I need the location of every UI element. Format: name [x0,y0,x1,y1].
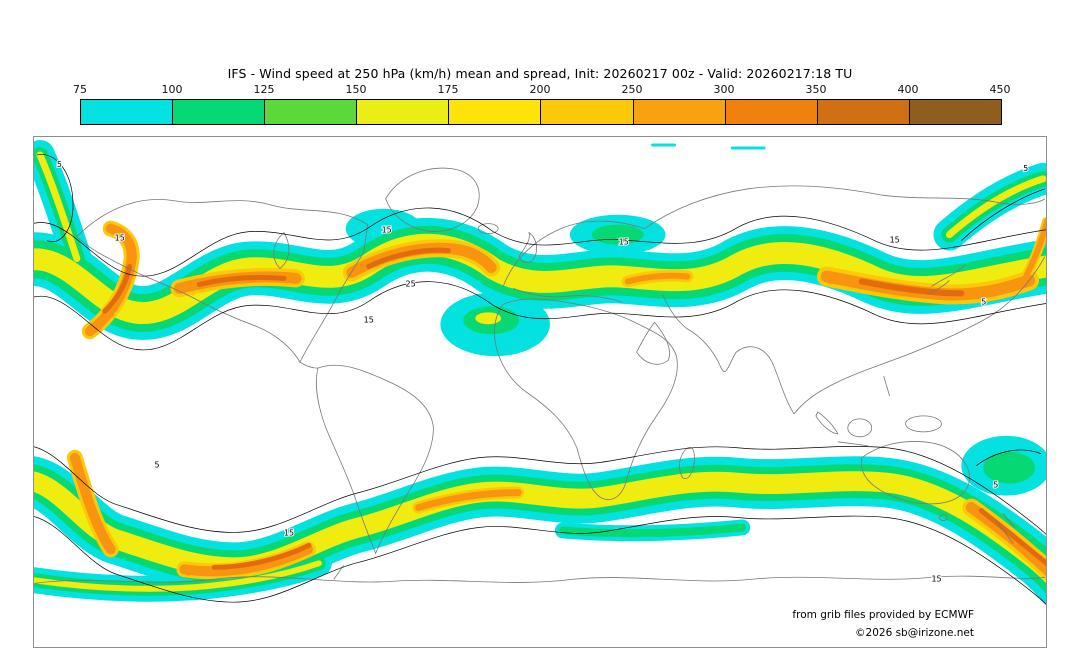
colorbar-segment [81,100,174,124]
colorbar-segment [725,100,818,124]
world-map-svg: 5 15 15 25 15 15 15 5 5 5 15 15 5 [34,139,1046,605]
colorbar-tick: 75 [73,83,87,96]
contour-label: 15 [619,238,629,247]
spread-contours [34,154,1046,605]
contour-label: 15 [931,574,941,583]
colorbar-tick: 450 [989,83,1011,96]
coastlines [34,167,1046,584]
contour-label: 25 [406,279,416,288]
colorbar-tick: 350 [805,83,827,96]
credit-ecmwf: from grib files provided by ECMWF [792,609,974,621]
contour-label: 5 [155,461,160,470]
colorbar-segment [817,100,910,124]
contour-labels: 5 15 15 25 15 15 15 5 5 5 15 15 5 [56,159,1029,584]
contour-label: 15 [382,226,392,235]
contour-label: 5 [1023,164,1028,173]
colorbar-segment [357,100,450,124]
credit-copyright: ©2026 sb@irizone.net [855,627,974,639]
colorbar-segment [909,100,1001,124]
colorbar-tick: 100 [161,83,183,96]
colorbar-segment [541,100,634,124]
colorbar-tick: 175 [437,83,459,96]
contour-label: 15 [890,236,900,245]
colorbar-tick: 125 [253,83,275,96]
colorbar-tick: 250 [621,83,643,96]
colorbar-tick: 200 [529,83,551,96]
contour-label: 5 [57,160,62,169]
contour-label: 15 [115,234,125,243]
colorbar-segment [265,100,358,124]
colorbar-segment [449,100,542,124]
colorbar-tick: 150 [345,83,367,96]
contour-label: 5 [993,481,998,490]
jet-stream-shading [34,139,1046,605]
contour-label: 15 [364,315,374,324]
map-frame: 5 15 15 25 15 15 15 5 5 5 15 15 5 from grib files pr… [33,136,1047,648]
colorbar-tick: 400 [897,83,919,96]
colorbar-segment [173,100,266,124]
colorbar-bar [80,99,1002,125]
contour-label: 15 [284,528,294,537]
colorbar-tick: 300 [713,83,735,96]
colorbar-ticks: 75 100 125 150 175 200 250 300 350 400 450 [73,83,1011,97]
colorbar: 75 100 125 150 175 200 250 300 350 400 450 [73,83,1011,125]
chart-title: IFS - Wind speed at 250 hPa (km/h) mean … [227,66,853,81]
colorbar-segment [633,100,726,124]
contour-label: 5 [981,297,986,306]
